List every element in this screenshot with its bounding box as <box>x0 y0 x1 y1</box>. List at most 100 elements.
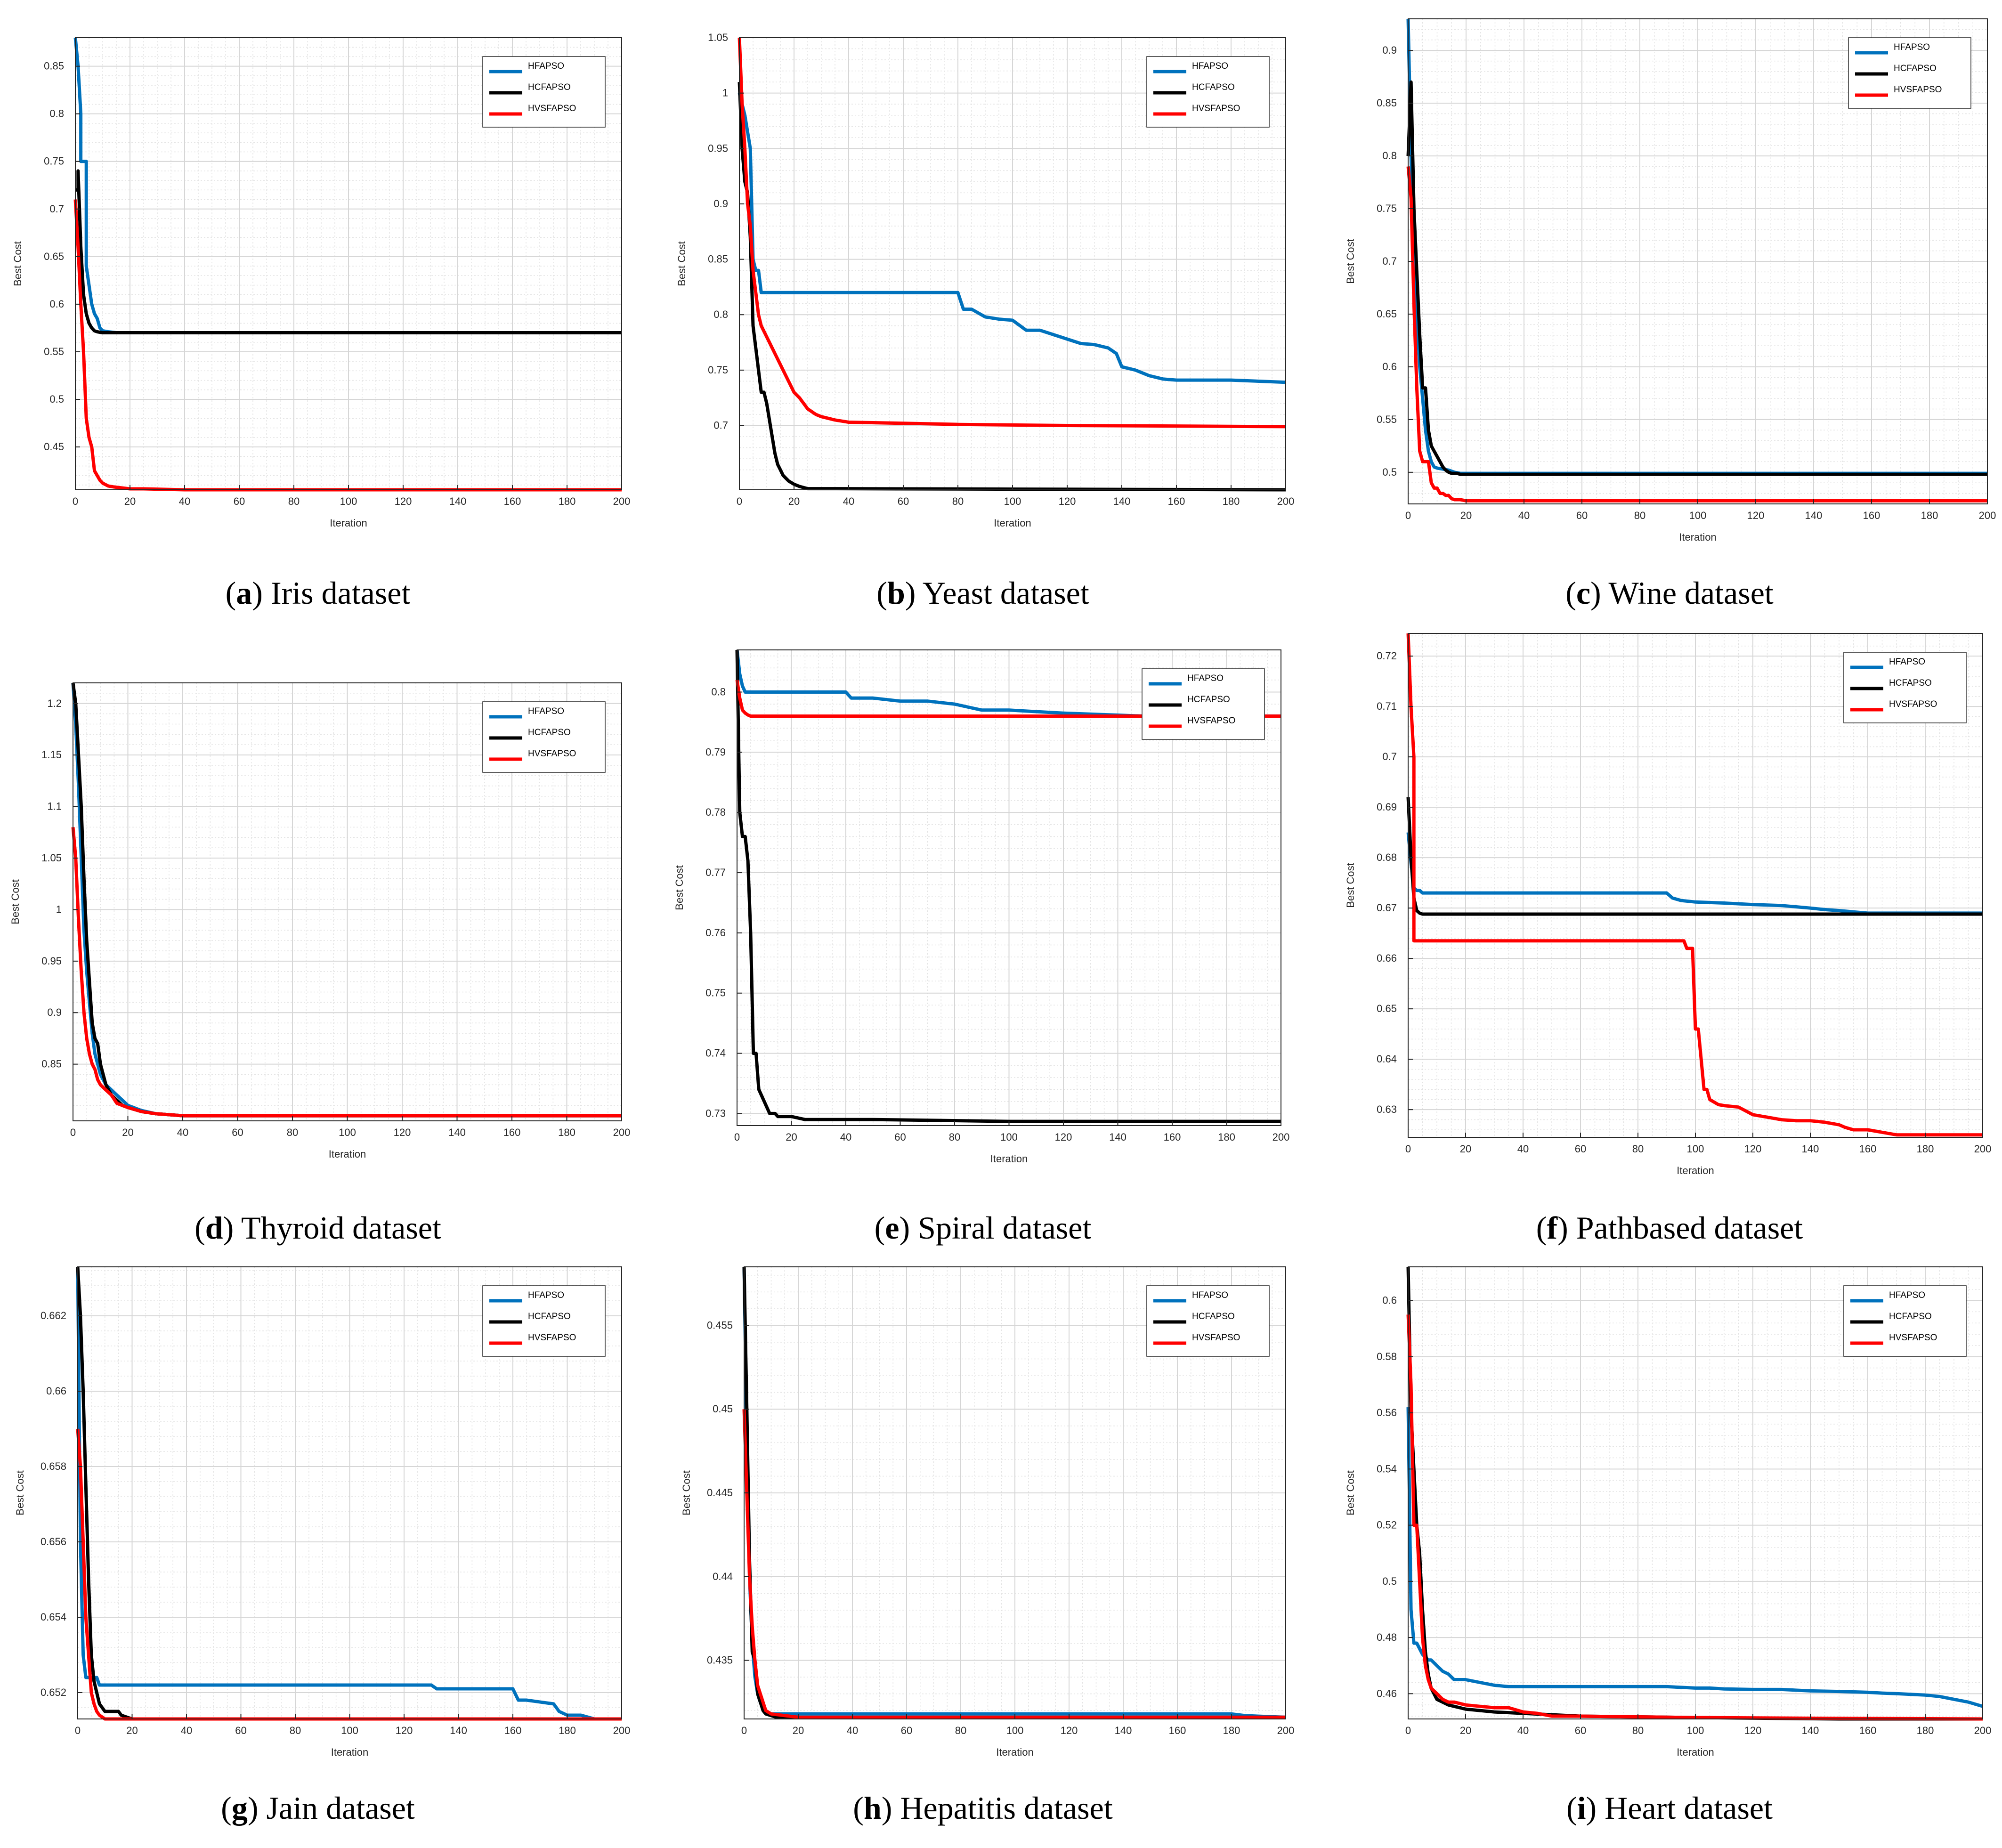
x-tick-label: 40 <box>181 1725 192 1736</box>
y-tick-label: 0.5 <box>1382 1575 1397 1587</box>
y-tick-label: 1.2 <box>47 697 62 709</box>
y-tick-label: 0.85 <box>41 1058 62 1070</box>
x-tick-label: 80 <box>949 1131 960 1143</box>
y-tick-label: 0.63 <box>1377 1103 1397 1115</box>
y-tick-label: 0.52 <box>1377 1519 1397 1531</box>
chart-e: 0 20 40 60 80 100 120 140 160 180 200 0.73 0.74 0.75 0… <box>673 649 1290 1165</box>
chart-i: 0 20 40 60 80 100 120 140 160 180 200 0.46 0.48 0.5 0.… <box>1345 1266 1992 1758</box>
legend-label-hvsfapso: HVSFAPSO <box>528 1333 576 1343</box>
legend-label-hvsfapso: HVSFAPSO <box>1192 104 1240 113</box>
y-tick-label: 0.48 <box>1377 1631 1397 1643</box>
chart-d: 0 20 40 60 80 100 120 140 160 180 200 0.85 0.9 0.95 1 1… <box>9 682 630 1160</box>
x-tick-label: 160 <box>504 1725 522 1736</box>
y-tick-label: 0.445 <box>707 1487 733 1499</box>
y-tick-label: 0.7 <box>49 203 64 215</box>
x-tick-label: 200 <box>1277 495 1295 507</box>
y-tick-label: 0.55 <box>1377 413 1397 425</box>
y-tick-label: 0.6 <box>1382 1295 1397 1306</box>
x-tick-label: 180 <box>1917 1143 1934 1155</box>
y-axis-label: Best Cost <box>14 1470 26 1515</box>
x-tick-label: 80 <box>955 1725 966 1736</box>
x-tick-label: 140 <box>1113 495 1131 507</box>
y-axis-label: Best Cost <box>1345 1470 1356 1515</box>
x-tick-label: 160 <box>503 1127 521 1138</box>
x-axis-label: Iteration <box>1677 1165 1714 1176</box>
y-axis-label: Best Cost <box>9 879 21 924</box>
y-tick-label: 0.5 <box>49 393 64 405</box>
legend-label-hcfapso: HCFAPSO <box>528 1312 571 1321</box>
y-tick-label: 0.7 <box>1382 751 1397 762</box>
x-tick-label: 180 <box>1223 495 1240 507</box>
y-tick-label: 0.65 <box>44 251 64 262</box>
x-tick-label: 140 <box>1109 1131 1127 1143</box>
x-axis-label: Iteration <box>1679 531 1717 543</box>
x-tick-label: 80 <box>290 1725 301 1736</box>
legend-label-hcfapso: HCFAPSO <box>528 82 571 92</box>
y-axis-label: Best Cost <box>681 1470 692 1515</box>
y-tick-label: 0.58 <box>1377 1351 1397 1362</box>
legend: HFAPSO HCFAPSO HVSFAPSO <box>1848 37 1971 109</box>
legend-label-hfapso: HFAPSO <box>1894 42 1930 52</box>
y-tick-label: 1 <box>722 87 728 99</box>
x-tick-label: 100 <box>1687 1725 1704 1736</box>
x-axis-label: Iteration <box>331 1746 369 1758</box>
x-tick-label: 20 <box>126 1725 138 1736</box>
x-tick-label: 80 <box>952 495 964 507</box>
legend-label-hvsfapso: HVSFAPSO <box>528 104 576 113</box>
x-tick-label: 20 <box>1460 510 1472 521</box>
x-tick-label: 160 <box>1863 510 1880 521</box>
x-tick-label: 120 <box>1061 1725 1078 1736</box>
series-line-hfapso <box>735 649 1281 718</box>
y-tick-label: 0.65 <box>1377 1003 1397 1014</box>
y-tick-label: 0.8 <box>49 108 64 120</box>
legend-label-hcfapso: HCFAPSO <box>1889 1312 1932 1321</box>
x-tick-label: 60 <box>901 1725 912 1736</box>
legend-label-hcfapso: HCFAPSO <box>1894 64 1937 73</box>
caption-b: (b) Yeast dataset <box>876 575 1089 611</box>
x-tick-label: 120 <box>1744 1143 1762 1155</box>
x-tick-label: 0 <box>70 1127 76 1138</box>
x-axis-label: Iteration <box>329 1148 366 1160</box>
x-tick-label: 100 <box>1689 510 1707 521</box>
legend-label-hfapso: HFAPSO <box>528 1290 564 1300</box>
x-tick-label: 100 <box>340 495 357 507</box>
x-tick-label: 160 <box>1168 495 1185 507</box>
x-tick-label: 200 <box>1974 1725 1992 1736</box>
series-line-hvsfapso <box>742 1409 1286 1719</box>
x-tick-label: 20 <box>788 495 800 507</box>
x-tick-label: 0 <box>741 1725 747 1736</box>
y-axis-label: Best Cost <box>673 865 685 910</box>
x-tick-label: 20 <box>1460 1725 1471 1736</box>
x-tick-label: 100 <box>341 1725 358 1736</box>
y-tick-label: 0.85 <box>1377 97 1397 109</box>
y-tick-label: 0.652 <box>41 1686 66 1698</box>
y-tick-label: 0.67 <box>1377 902 1397 914</box>
x-tick-label: 200 <box>1273 1131 1290 1143</box>
y-tick-label: 0.5 <box>1382 466 1397 478</box>
x-tick-label: 80 <box>1632 1143 1644 1155</box>
legend: HFAPSO HCFAPSO HVSFAPSO <box>1843 1285 1967 1357</box>
grid <box>737 650 1281 1126</box>
x-tick-label: 40 <box>840 1131 851 1143</box>
x-tick-label: 20 <box>122 1127 133 1138</box>
y-axis-label: Best Cost <box>1345 863 1356 908</box>
x-tick-label: 60 <box>1575 1725 1586 1736</box>
y-tick-label: 0.455 <box>707 1319 733 1331</box>
x-tick-label: 100 <box>1004 495 1021 507</box>
y-axis-label: Best Cost <box>1345 239 1356 284</box>
y-tick-label: 0.9 <box>1382 44 1397 56</box>
x-tick-label: 160 <box>1169 1725 1186 1736</box>
x-tick-label: 180 <box>1223 1725 1240 1736</box>
series-line-hvsfapso <box>1406 1314 1983 1721</box>
x-tick-label: 180 <box>1921 510 1938 521</box>
grid <box>744 1267 1286 1719</box>
x-tick-label: 80 <box>1634 510 1645 521</box>
y-tick-label: 0.656 <box>41 1536 66 1548</box>
chart-b: 0 20 40 60 80 100 120 140 160 180 200 0.7 0.75 0.8 0.8… <box>676 32 1294 529</box>
y-tick-label: 0.66 <box>1377 952 1397 964</box>
y-tick-label: 0.77 <box>705 867 726 878</box>
y-tick-label: 0.658 <box>41 1460 66 1472</box>
series-line-hcfapso <box>735 649 1281 1123</box>
y-tick-label: 0.95 <box>708 142 728 154</box>
x-tick-label: 200 <box>1974 1143 1992 1155</box>
